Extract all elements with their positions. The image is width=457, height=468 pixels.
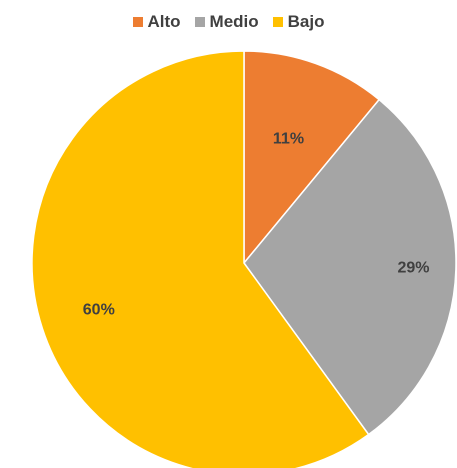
legend-item-alto: Alto	[132, 12, 181, 32]
pie-slices	[31, 50, 457, 468]
legend-label-alto: Alto	[147, 12, 181, 31]
pie-slice-bajo	[31, 50, 370, 468]
pie-slice-medio	[243, 98, 457, 436]
slice-label-bajo: 60%	[83, 301, 115, 318]
pie-slice-labels: 11% 29% 60%	[83, 131, 430, 319]
legend-swatch-medio	[194, 17, 205, 27]
legend-swatch-bajo	[272, 17, 283, 27]
legend-label-bajo: Bajo	[287, 12, 325, 31]
pie-slice-alto	[243, 50, 381, 266]
legend-swatch-alto	[132, 17, 143, 27]
legend-item-bajo: Bajo	[272, 12, 325, 32]
chart-legend: Alto Medio Bajo	[0, 12, 457, 32]
slice-label-medio: 29%	[397, 260, 429, 277]
slice-label-alto: 11%	[273, 131, 304, 148]
legend-label-medio: Medio	[209, 12, 259, 31]
legend-item-medio: Medio	[194, 12, 259, 32]
